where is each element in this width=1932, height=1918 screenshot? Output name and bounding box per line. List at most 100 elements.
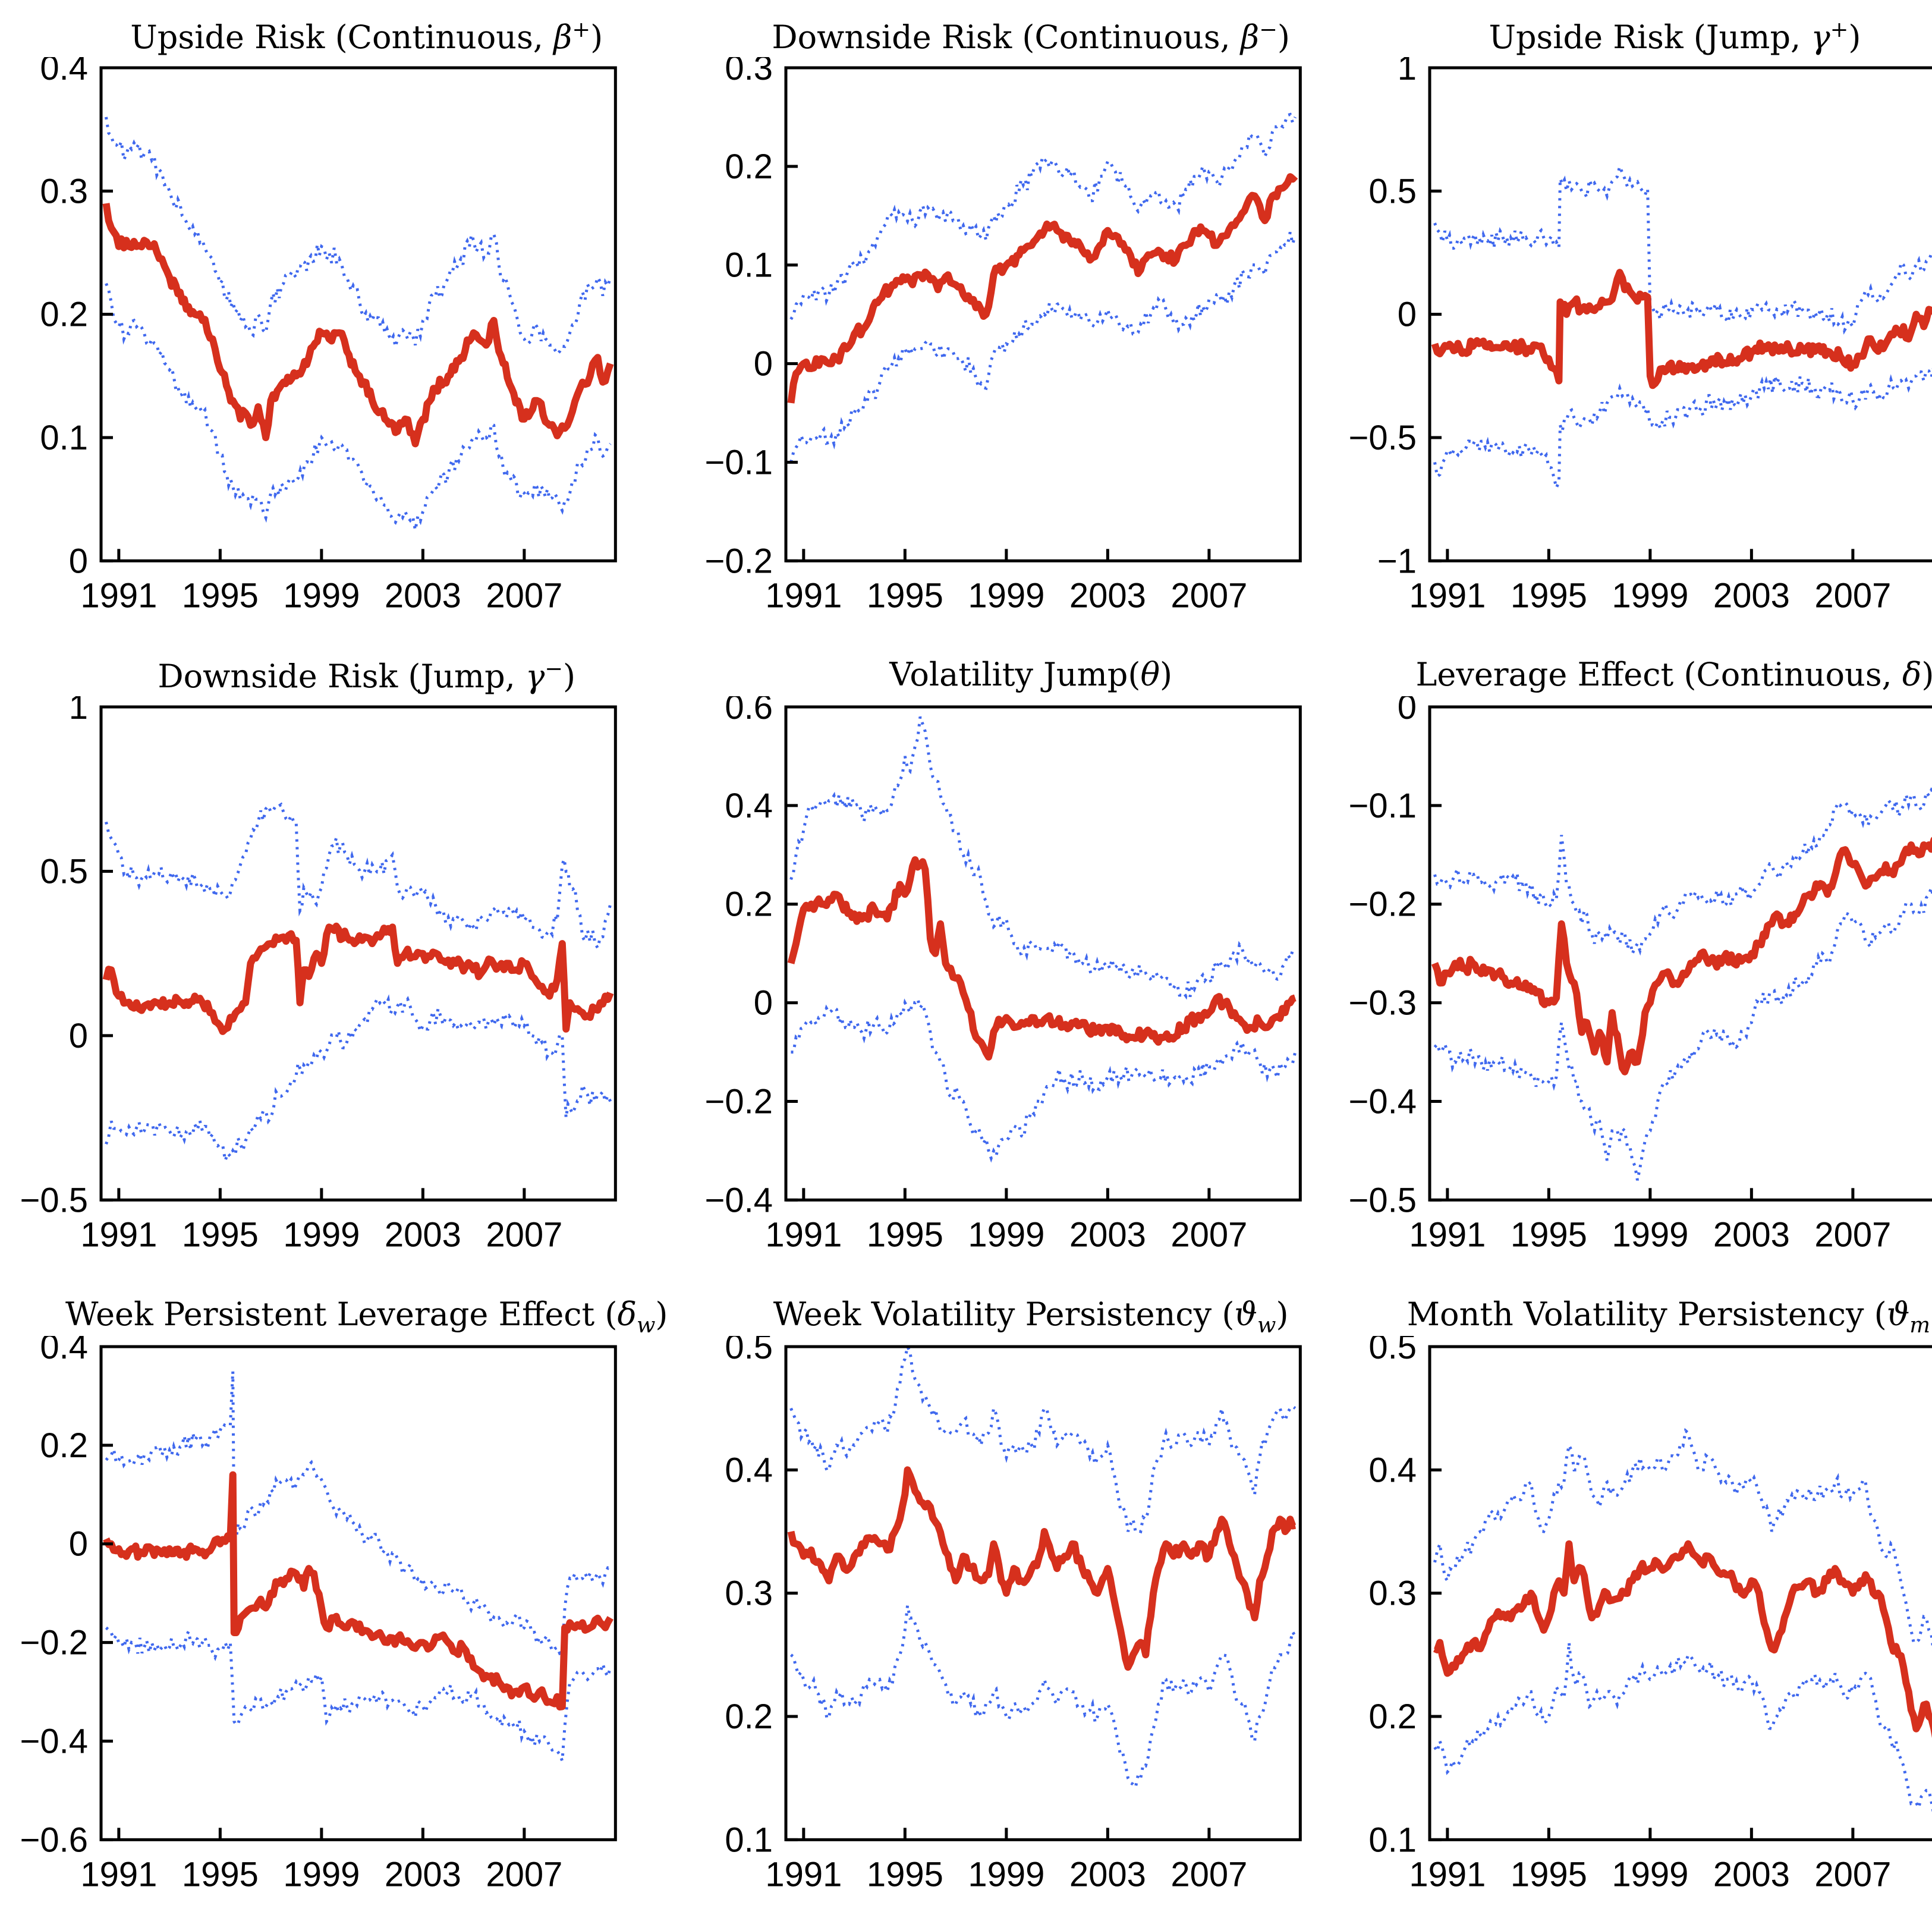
x-tick-label: 1999 (1612, 1216, 1688, 1254)
x-tick-label: 1999 (968, 1856, 1044, 1894)
chart-canvas: −0.5 0 0.5 1 1991 1995 1999 2003 2007 (20, 696, 617, 1254)
y-tick-label: −0.6 (20, 1821, 88, 1859)
subplot-leverage-effect-continuous: Leverage Effect (Continuous, δ) −0.5 −0.4… (1329, 639, 1932, 1278)
y-tick-label: 0.1 (725, 1821, 773, 1859)
y-tick-label: 0.2 (725, 148, 773, 186)
axes-box (99, 1345, 617, 1841)
lower-band-line (1433, 367, 1932, 493)
estimate-line (787, 1466, 1296, 1671)
y-tick-label: −0.2 (704, 542, 772, 580)
chart-canvas: 0.1 0.2 0.3 0.4 0.5 1991 1995 1999 2003 2007 (1368, 1336, 1932, 1894)
y-tick-label: −0.1 (704, 444, 772, 482)
upper-band-line (789, 112, 1297, 320)
x-tick-label: 1995 (866, 577, 943, 615)
upper-band-line (105, 117, 612, 357)
chart-canvas: −0.2 −0.1 0 0.1 0.2 0.3 1991 1995 1999 2003 2007 (704, 57, 1302, 615)
x-tick-label: 1999 (283, 1216, 360, 1254)
upper-band-line (1433, 161, 1932, 335)
x-tick-label: 2007 (1170, 1856, 1247, 1894)
x-tick-label: 1991 (765, 577, 842, 615)
y-tick-label: 0.4 (1368, 1451, 1417, 1489)
x-tick-label: 2003 (1713, 577, 1790, 615)
lower-band-line (789, 1605, 1297, 1790)
upper-band-line (105, 1371, 611, 1655)
x-tick-label: 1999 (968, 577, 1044, 615)
x-tick-label: 2007 (486, 1216, 562, 1254)
y-tick-label: 0.3 (725, 1574, 773, 1612)
x-tick-label: 1999 (283, 1856, 360, 1894)
estimate-line (102, 203, 614, 448)
chart-title: Week Volatility Persistency (ϑw) (773, 1295, 1289, 1338)
x-tick-label: 1995 (182, 577, 259, 615)
x-tick-label: 2007 (1814, 1856, 1891, 1894)
upper-band-line (1433, 1428, 1932, 1652)
y-tick-label: 0.6 (725, 696, 773, 727)
subplot-upside-risk-jump: Upside Risk (Jump, γ+) −1 −0.5 0 0.5 1 1991 19… (1329, 0, 1932, 639)
axes-box (1428, 66, 1932, 562)
x-tick-label: 2003 (385, 1216, 461, 1254)
y-tick-label: 0.3 (40, 172, 88, 210)
x-tick-label: 1991 (765, 1216, 842, 1254)
estimate-line (1433, 1540, 1932, 1738)
y-tick-label: 0.1 (725, 247, 773, 285)
subplot-week-persistent-leverage-effect: Week Persistent Leverage Effect (δw) −0.… (0, 1279, 685, 1918)
chart-title: Upside Risk (Jump, γ+) (1489, 17, 1861, 56)
chart-canvas: −0.4 −0.2 0 0.2 0.4 0.6 1991 1995 1999 2003 2007 (704, 696, 1302, 1254)
y-tick-label: 0.5 (1368, 1336, 1417, 1366)
y-tick-label: 0.1 (40, 419, 88, 457)
y-tick-label: −0.5 (1348, 419, 1416, 457)
x-tick-label: 2003 (1069, 1856, 1146, 1894)
x-tick-label: 1991 (1409, 1216, 1486, 1254)
y-tick-label: 0.2 (725, 1698, 773, 1736)
x-tick-label: 1991 (80, 577, 157, 615)
x-tick-label: 2003 (1713, 1856, 1790, 1894)
y-tick-label: −0.4 (20, 1722, 88, 1760)
axes-box (784, 66, 1302, 562)
x-tick-label: 2003 (385, 577, 461, 615)
y-tick-label: 0.4 (40, 57, 88, 87)
y-tick-label: 0.4 (725, 1451, 773, 1489)
y-tick-label: −0.2 (20, 1624, 88, 1662)
lower-band-line (105, 1626, 612, 1762)
y-tick-label: 0.5 (40, 853, 88, 891)
estimate-line (787, 173, 1298, 404)
x-tick-label: 1995 (182, 1216, 259, 1254)
y-tick-label: 0.5 (1368, 172, 1417, 210)
x-tick-label: 1991 (1409, 1856, 1486, 1894)
upper-band-line (789, 1346, 1296, 1534)
axes-box (99, 705, 617, 1202)
x-tick-label: 2007 (1814, 577, 1891, 615)
x-tick-label: 1999 (1612, 577, 1688, 615)
lower-band-line (790, 996, 1297, 1164)
subplot-upside-risk-continuous: Upside Risk (Continuous, β+) 0 0.1 0.2 0.3 0… (0, 0, 685, 639)
y-tick-label: 0 (69, 542, 88, 580)
chart-canvas: −0.6 −0.4 −0.2 0 0.2 0.4 1991 1995 1999 2003 2007 (20, 1336, 617, 1894)
y-tick-label: −0.3 (1348, 985, 1416, 1023)
x-tick-label: 1991 (80, 1856, 157, 1894)
x-tick-label: 2007 (1814, 1216, 1891, 1254)
y-tick-label: 0.4 (40, 1336, 88, 1366)
x-tick-label: 2003 (1069, 1216, 1146, 1254)
estimate-line (103, 1471, 613, 1711)
subplot-week-volatility-persistency: Week Volatility Persistency (ϑw) 0.1 0.2 0… (685, 1279, 1329, 1918)
x-tick-label: 2007 (486, 577, 562, 615)
lower-band-line (105, 282, 612, 530)
x-tick-label: 2003 (1713, 1216, 1790, 1254)
y-tick-label: 0 (69, 1017, 88, 1055)
subplot-month-volatility-persistency: Month Volatility Persistency (ϑm) 0.1 0.2… (1329, 1279, 1932, 1918)
upper-band-line (105, 802, 612, 952)
estimate-line (102, 923, 614, 1036)
chart-canvas: −1 −0.5 0 0.5 1 1991 1995 1999 2003 2007 (1348, 57, 1932, 615)
y-tick-label: 0.2 (1368, 1698, 1417, 1736)
upper-band-line (789, 716, 1296, 1000)
axes-box (1428, 1345, 1932, 1841)
x-tick-label: 1991 (1409, 577, 1486, 615)
estimate-line (787, 856, 1297, 1061)
chart-canvas: 0 0.1 0.2 0.3 0.4 1991 1995 1999 2003 2007 (40, 57, 617, 615)
subplot-volatility-jump: Volatility Jump(θ) −0.4 −0.2 0 0.2 0.4 0.6 199… (685, 639, 1329, 1278)
y-tick-label: 0.2 (40, 296, 88, 334)
x-tick-label: 1991 (80, 1216, 157, 1254)
x-tick-label: 1995 (866, 1856, 943, 1894)
y-tick-label: 0 (753, 345, 772, 383)
